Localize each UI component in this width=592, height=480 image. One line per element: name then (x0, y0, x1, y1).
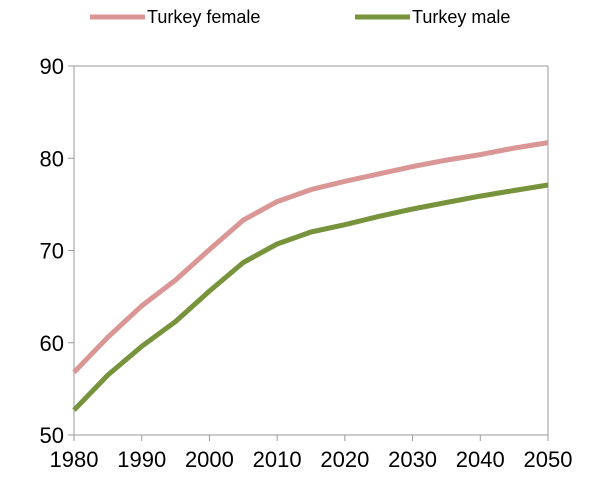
x-tick-label-2050: 2050 (524, 447, 573, 472)
series-line-turkey-female (72, 140, 549, 375)
y-tick-label-70: 70 (40, 239, 64, 264)
series-line-turkey-male (72, 182, 549, 412)
legend-label-turkey-male: Turkey male (412, 7, 510, 27)
x-tick-label-2020: 2020 (320, 447, 369, 472)
x-tick-label-2040: 2040 (456, 447, 505, 472)
x-tick-label-2000: 2000 (185, 447, 234, 472)
legend: Turkey female Turkey male (90, 7, 510, 27)
y-tick-label-60: 60 (40, 331, 64, 356)
series-lines (72, 140, 549, 412)
x-tick-label-1980: 1980 (50, 447, 99, 472)
axes: 50 60 70 80 90 1980 1990 2000 2010 2020 2030 2040 20… (40, 54, 573, 472)
y-tick-label-80: 80 (40, 146, 64, 171)
y-tick-label-90: 90 (40, 54, 64, 79)
x-tick-label-2030: 2030 (388, 447, 437, 472)
legend-label-turkey-female: Turkey female (147, 7, 260, 27)
x-tick-label-1990: 1990 (117, 447, 166, 472)
y-tick-label-50: 50 (40, 423, 64, 448)
x-tick-label-2010: 2010 (253, 447, 302, 472)
